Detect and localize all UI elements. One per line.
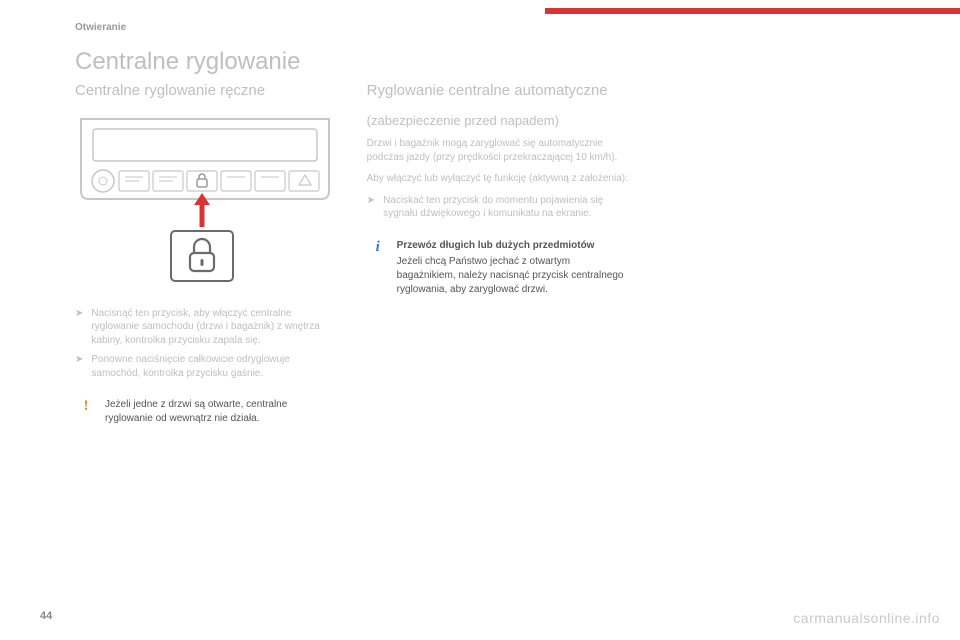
top-bar <box>0 0 960 22</box>
right-subtitle-2: (zabezpieczenie przed napadem) <box>367 113 629 129</box>
right-column: Ryglowanie centralne automatyczne (zabez… <box>367 82 629 432</box>
top-accent-stripe <box>545 8 960 14</box>
bullet-arrow-icon: ➤ <box>75 353 83 380</box>
spacer-column <box>658 82 920 432</box>
section-label: Otwieranie <box>75 22 126 33</box>
info-body: Jeżeli chcą Państwo jechać z otwartym ba… <box>397 256 624 295</box>
right-para-2: Aby włączyć lub wyłączyć tę funkcję (akt… <box>367 172 629 186</box>
page-title: Centralne ryglowanie <box>75 48 920 76</box>
left-subtitle: Centralne ryglowanie ręczne <box>75 82 337 101</box>
page-content: Centralne ryglowanie Centralne ryglowani… <box>75 48 920 590</box>
page-number: 44 <box>40 610 52 622</box>
right-para-1: Drzwi i bagażnik mogą zaryglować się aut… <box>367 137 629 164</box>
info-callout: i Przewóz długich lub dużych przedmiotów… <box>367 233 629 303</box>
left-bullet-2-text: Ponowne naciśnięcie całkowicie odryglowu… <box>91 353 336 380</box>
info-icon: i <box>369 239 387 297</box>
bullet-arrow-icon: ➤ <box>75 307 83 348</box>
left-bullet-2: ➤ Ponowne naciśnięcie całkowicie odryglo… <box>75 353 337 380</box>
right-bullet-1: ➤ Naciskać ten przycisk do momentu pojaw… <box>367 194 629 221</box>
bullet-arrow-icon: ➤ <box>367 194 375 221</box>
lock-button-diagram <box>75 113 335 293</box>
warning-callout: ! Jeżeli jedne z drzwi są otwarte, centr… <box>75 392 337 432</box>
info-heading: Przewóz długich lub dużych przedmiotów <box>397 239 627 253</box>
warning-text: Jeżeli jedne z drzwi są otwarte, central… <box>105 398 335 426</box>
right-subtitle: Ryglowanie centralne automatyczne <box>367 82 629 101</box>
content-columns: Centralne ryglowanie ręczne <box>75 82 920 432</box>
warning-icon: ! <box>77 398 95 426</box>
info-text: Przewóz długich lub dużych przedmiotów J… <box>397 239 627 297</box>
left-bullet-1-text: Nacisnąć ten przycisk, aby włączyć centr… <box>91 307 336 348</box>
footer-link: carmanualsonline.info <box>793 610 940 626</box>
right-bullet-1-text: Naciskać ten przycisk do momentu pojawie… <box>383 194 628 221</box>
left-column: Centralne ryglowanie ręczne <box>75 82 337 432</box>
left-bullet-1: ➤ Nacisnąć ten przycisk, aby włączyć cen… <box>75 307 337 348</box>
